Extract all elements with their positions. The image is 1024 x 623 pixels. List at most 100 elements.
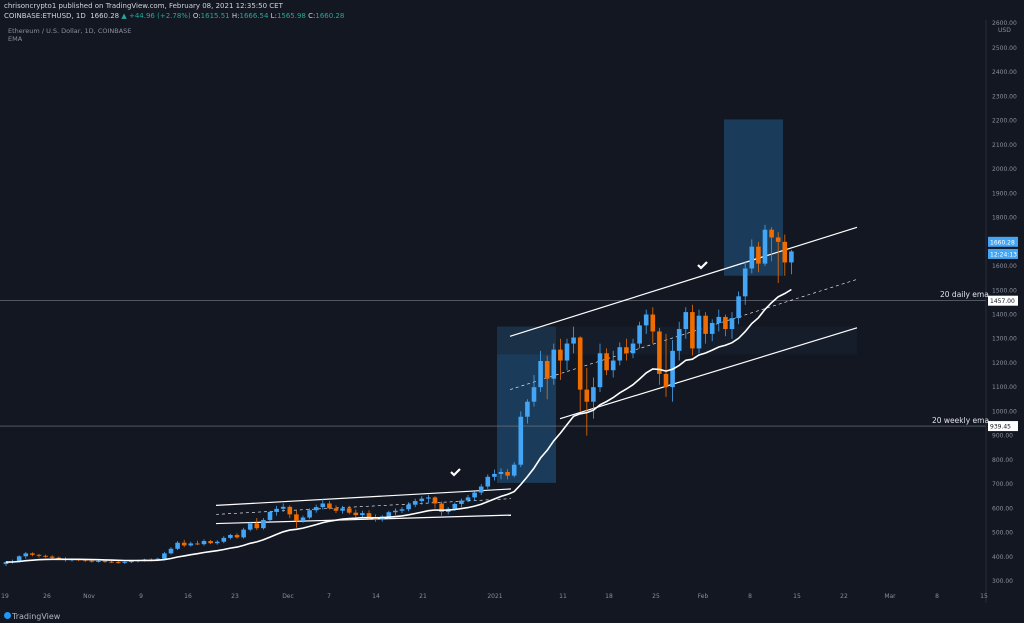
candle-body [386, 512, 392, 517]
candle-body [683, 312, 689, 330]
candle-body [544, 361, 550, 379]
daily-ema-annotation: 20 daily ema [940, 290, 989, 299]
candle-body [109, 561, 114, 563]
candle-body [393, 510, 398, 513]
candle-body [525, 401, 530, 417]
chart-background [0, 20, 986, 603]
price-tick-label: 2400.00 [992, 69, 1017, 76]
candle-body [643, 314, 649, 326]
channel-line-upper [215, 488, 512, 507]
price-tick-label: 800.00 [992, 457, 1013, 464]
price-tick-label: 1200.00 [992, 360, 1017, 367]
currency-label: USD [998, 27, 1011, 34]
countdown-tag: 12:24:13 [990, 251, 1017, 258]
weekly-ema-tag-bg [988, 421, 1018, 432]
candle-body [749, 246, 755, 269]
ema-path [5, 288, 792, 563]
candle-body [254, 523, 260, 529]
candle-body [630, 343, 636, 354]
candle-body [551, 349, 557, 379]
candle-body [115, 562, 121, 564]
candle-body [729, 318, 735, 330]
publisher-line: chrisoncrypto1 published on TradingView.… [4, 2, 283, 10]
candle-body [313, 507, 319, 511]
time-tick-label: Nov [83, 593, 95, 600]
candle-body [584, 389, 590, 402]
candle-body [155, 558, 161, 560]
price-tick-label: 2300.00 [992, 93, 1017, 100]
candle-body [439, 503, 444, 512]
price-tick-label: 1400.00 [992, 312, 1017, 319]
tradingview-logo-icon[interactable] [4, 612, 11, 619]
price-tags: 1660.28 12:24:13 1457.00 939.45 [988, 236, 1018, 432]
daily-ema-tag-bg [988, 295, 1018, 306]
candle-body [195, 543, 200, 545]
candle-body [624, 347, 629, 354]
candle-body [564, 343, 570, 361]
brand-label[interactable]: TradingView [12, 612, 61, 621]
time-tick-label: 23 [231, 593, 239, 600]
candle-body [294, 514, 299, 521]
candle-body [307, 510, 312, 518]
last-price-tag: 1660.28 [990, 239, 1015, 246]
candle-body [96, 560, 101, 562]
candle-body [188, 543, 194, 546]
candle-body [478, 486, 484, 493]
footer: TradingView [0, 603, 1024, 623]
candle-body [696, 315, 702, 349]
candle-body [3, 562, 9, 565]
candle-body [228, 534, 233, 538]
candle-body [129, 561, 134, 563]
price-tick-label: 500.00 [992, 530, 1013, 537]
candle-body [399, 509, 405, 511]
time-axis[interactable]: 19 26 Nov 9 16 23 Dec 7 14 21 2021 11 18 25 Feb 8 15 22 Ma… [1, 593, 988, 600]
candle-body [346, 508, 352, 513]
candle-body [267, 511, 273, 520]
time-tick-label: Feb [698, 593, 709, 600]
chart-legend: Ethereum / U.S. Dollar, 1D, COINBASE EMA [8, 27, 131, 43]
candle-body [505, 471, 510, 476]
candle-body [30, 553, 35, 555]
candle-body [558, 349, 563, 361]
horizontal-levels [0, 300, 986, 427]
candle-body [703, 315, 708, 334]
candle-body [280, 506, 286, 509]
candle-body [36, 554, 42, 556]
candle-body [181, 542, 187, 546]
candle-body [49, 556, 55, 558]
candle-body [663, 373, 669, 388]
candle-body [432, 497, 438, 504]
candle-body [756, 246, 761, 264]
candle-body [340, 508, 345, 511]
candle-body [485, 476, 491, 487]
candle-body [690, 312, 695, 349]
open-value: 1615.51 [200, 12, 230, 20]
candle-body [214, 541, 220, 544]
candle-body [538, 361, 543, 388]
candle-body [518, 416, 524, 465]
candle-body [650, 314, 656, 332]
candle-body [221, 537, 227, 542]
candle-body [472, 492, 477, 498]
candle-body [327, 503, 332, 509]
candle-body [353, 512, 359, 516]
candle-body [287, 506, 293, 515]
checkmark-icon [697, 261, 708, 270]
price-tick-label: 1300.00 [992, 336, 1017, 343]
candle-body [492, 473, 497, 477]
price-tick-label: 1500.00 [992, 287, 1017, 294]
price-tick-label: 700.00 [992, 481, 1013, 488]
candle-body [452, 503, 458, 509]
candle-body [723, 316, 728, 330]
time-tick-label: 8 [748, 593, 752, 600]
price-tick-label: 1000.00 [992, 408, 1017, 415]
price-axis[interactable]: 300.00 400.00 500.00 600.00 700.00 800.00 900.… [992, 20, 1017, 585]
time-tick-label: 16 [184, 593, 192, 600]
time-tick-label: 15 [980, 593, 988, 600]
price-chart[interactable]: 300.00 400.00 500.00 600.00 700.00 800.00 900.… [0, 20, 1024, 603]
candle-body [591, 387, 596, 402]
price-tick-label: 900.00 [992, 433, 1013, 440]
candle-body [676, 329, 682, 351]
candle-body [261, 519, 266, 529]
candle-body [782, 241, 788, 263]
